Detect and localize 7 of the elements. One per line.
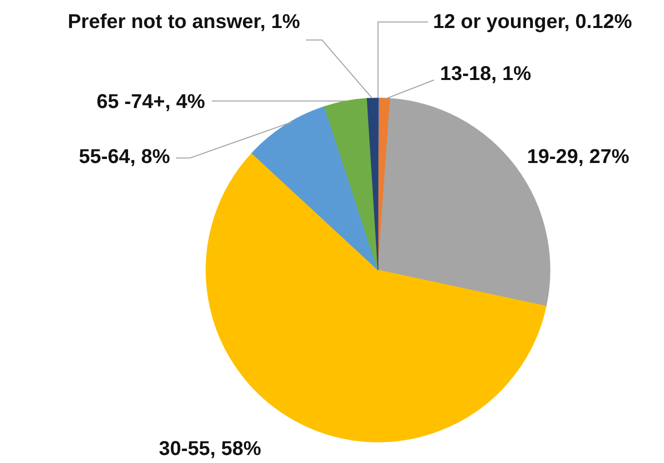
slice-label: 30-55, 58% <box>158 438 262 460</box>
slice-label: 55-64, 8% <box>78 146 170 168</box>
slice-label: 13-18, 1% <box>440 63 532 85</box>
slice-label: 12 or younger, 0.12% <box>433 11 632 33</box>
slice-label: 19-29, 27% <box>527 146 630 168</box>
slice-label: Prefer not to answer, 1% <box>68 11 300 33</box>
slice-label: 65 -74+, 4% <box>96 91 206 113</box>
